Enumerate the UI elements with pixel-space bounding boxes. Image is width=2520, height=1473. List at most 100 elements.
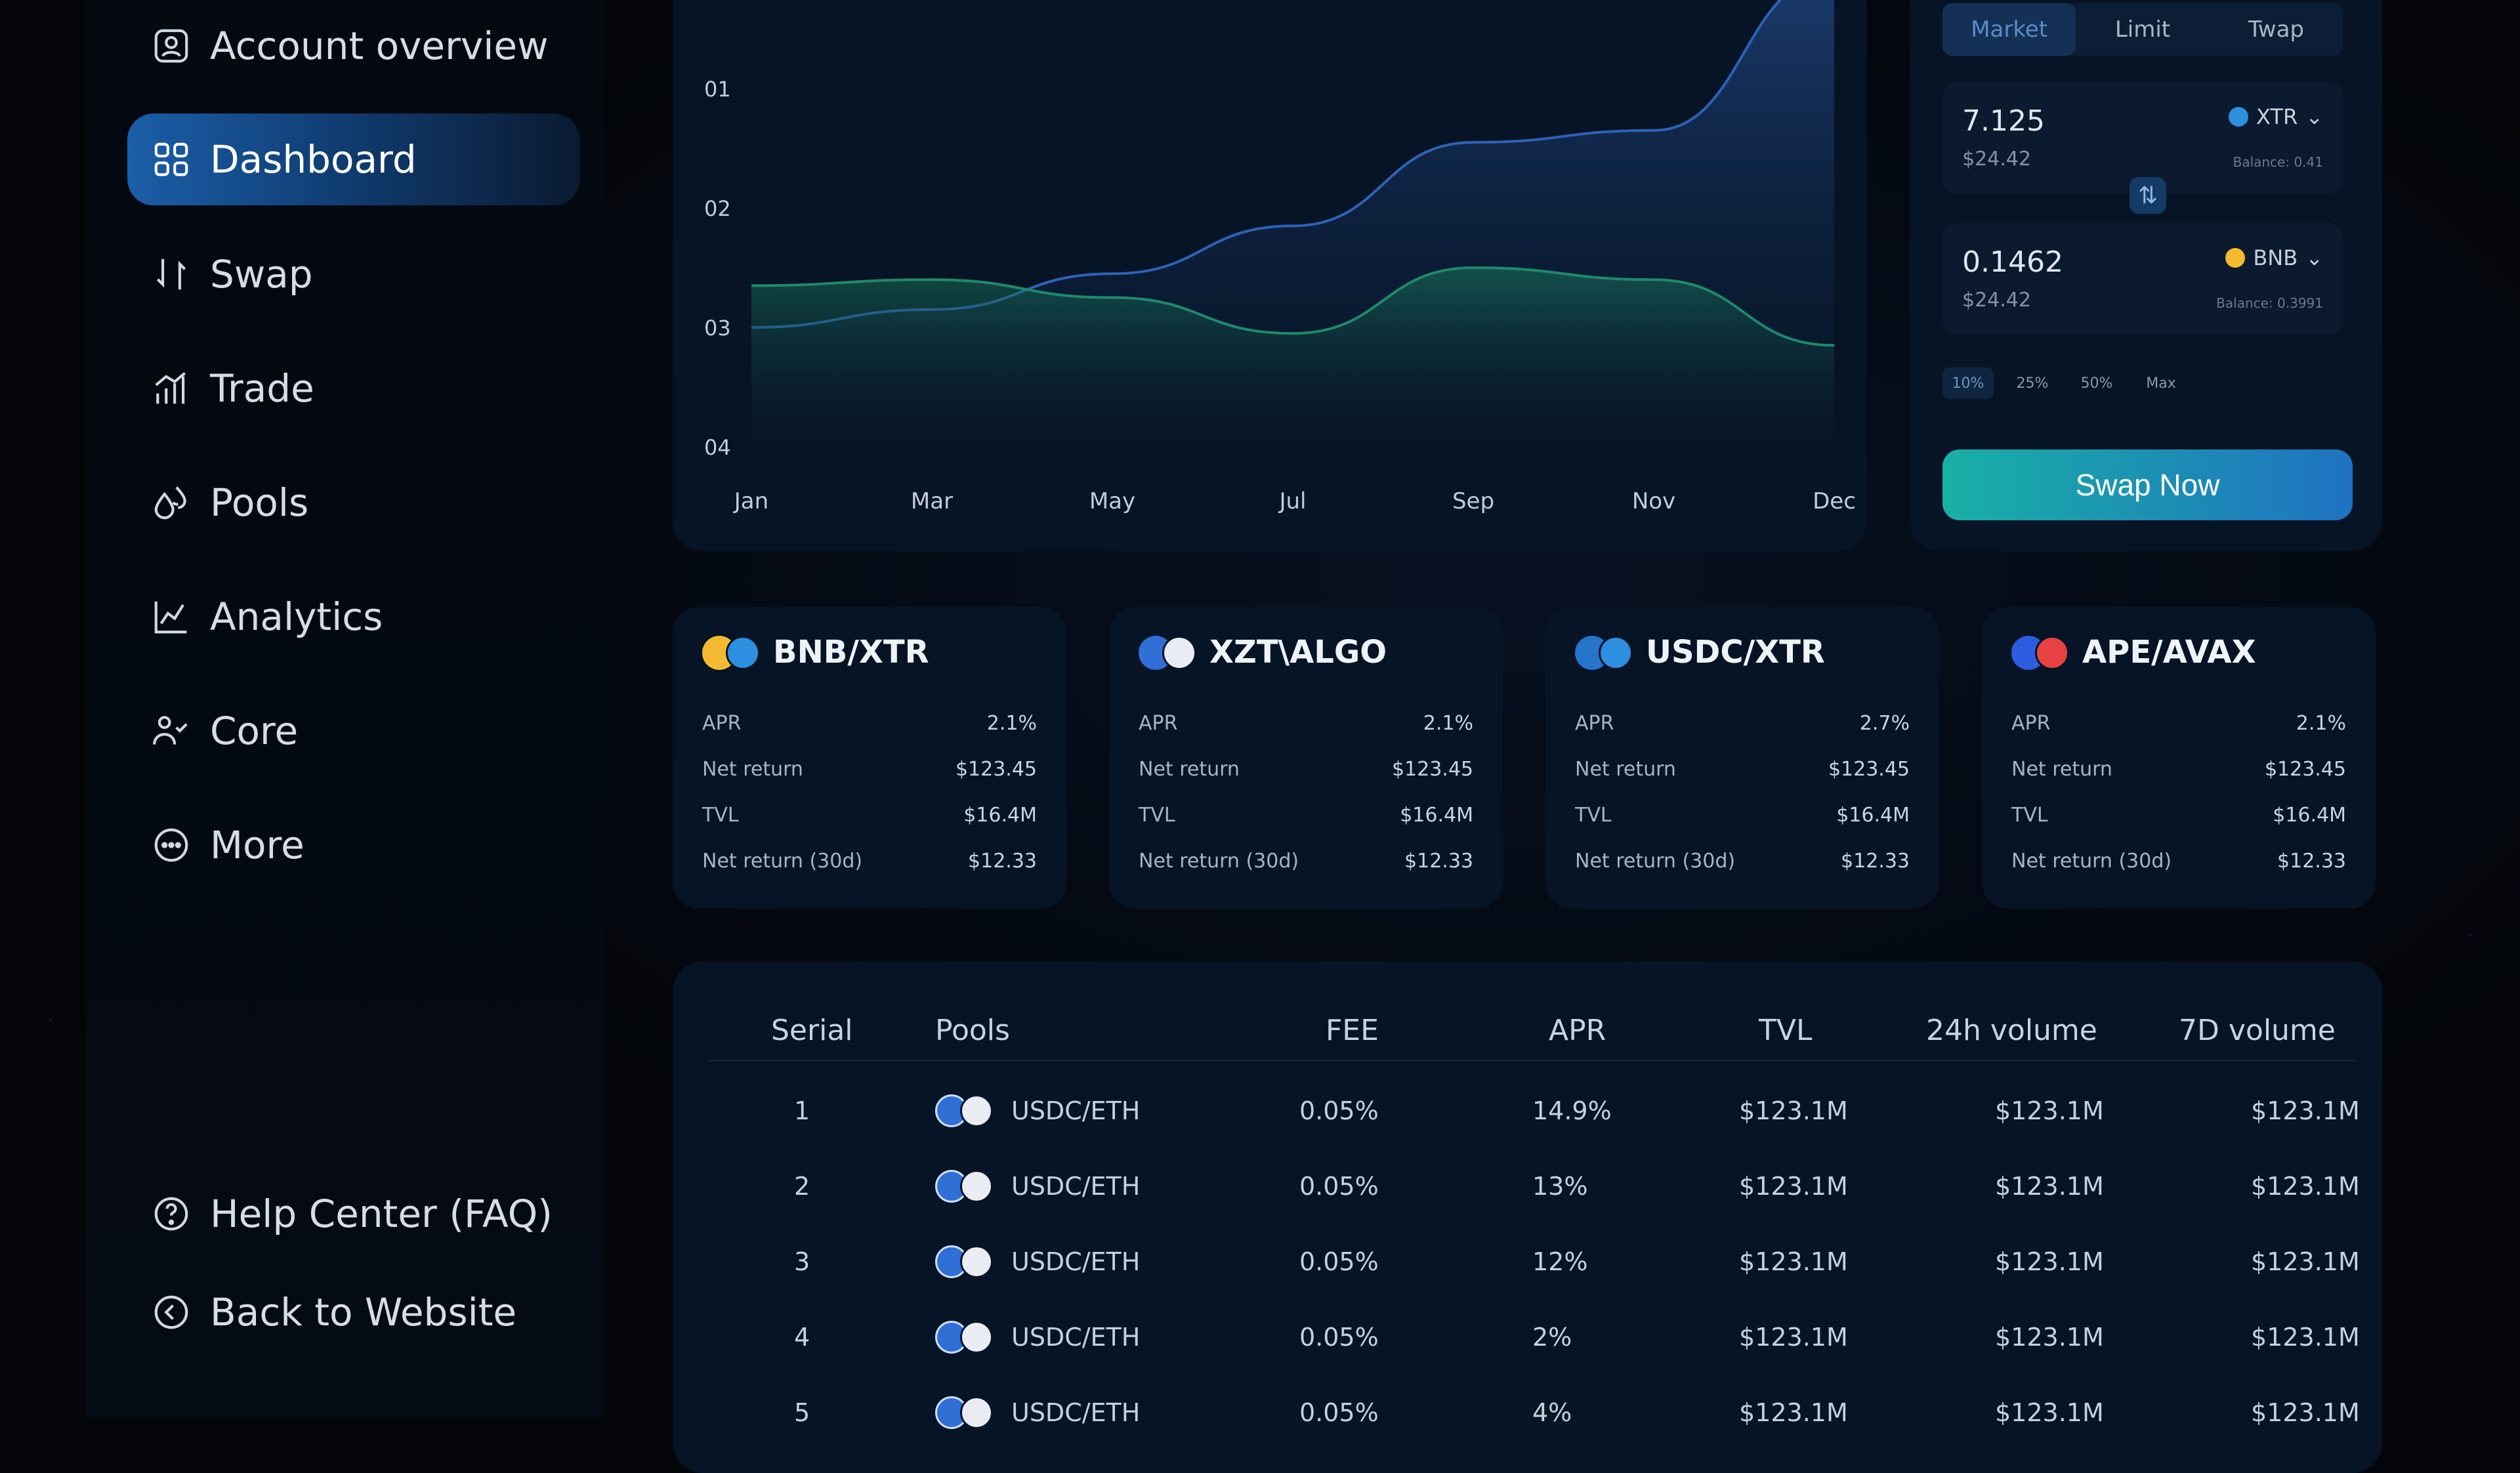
token-pair-icon (702, 632, 763, 673)
header-apr[interactable]: APR (1549, 1013, 1606, 1047)
cell-serial: 2 (794, 1171, 810, 1201)
pool-card[interactable]: USDC/XTR APR 2.7% Net return $123.45 TVL… (1545, 607, 1939, 909)
cell-24h-volume: $123.1M (1995, 1322, 2104, 1352)
from-amount-input[interactable]: 7.125 (1962, 104, 2045, 138)
sidebar-item-core[interactable]: Core (151, 685, 604, 777)
token-pair-icon (2011, 632, 2072, 673)
pool-stat-row: TVL $16.4M (702, 804, 1037, 827)
grid-icon (154, 142, 188, 176)
header-pools[interactable]: Pools (935, 1013, 1010, 1047)
percent-50-button[interactable]: 50% (2080, 375, 2113, 392)
table-row[interactable]: 1 USDC/ETH 0.05% 14.9% $123.1M $123.1M $… (709, 1073, 2360, 1148)
cell-pool: USDC/ETH (935, 1224, 1140, 1299)
table-row[interactable]: 5 USDC/ETH 0.05% 4% $123.1M $123.1M $123… (709, 1375, 2360, 1450)
cell-fee: 0.05% (1299, 1398, 1379, 1427)
cell-pool: USDC/ETH (935, 1073, 1140, 1148)
pool-stat-label: TVL (1575, 804, 1612, 827)
sidebar-item-pools[interactable]: Pools (151, 457, 604, 549)
pool-stat-value: $16.4M (1836, 804, 1910, 827)
percent-max-button[interactable]: Max (2146, 375, 2176, 392)
pool-card[interactable]: APE/AVAX APR 2.1% Net return $123.45 TVL… (1982, 607, 2376, 909)
header-serial[interactable]: Serial (771, 1013, 853, 1047)
table-row[interactable]: 4 USDC/ETH 0.05% 2% $123.1M $123.1M $123… (709, 1299, 2360, 1375)
usdc-eth-pair-icon (935, 1319, 1001, 1356)
pool-stat-row: APR 2.1% (702, 712, 1037, 735)
percent-10-button[interactable]: 10% (1942, 367, 1994, 399)
pool-stat-value: $123.45 (1828, 758, 1910, 781)
tab-market[interactable]: Market (1942, 3, 2076, 56)
pool-stat-label: Net return (702, 758, 803, 781)
from-balance: Balance: 0.41 (2233, 154, 2323, 170)
cell-serial: 5 (794, 1398, 810, 1427)
pool-pair-name: APE/AVAX (2082, 634, 2256, 671)
cell-24h-volume: $123.1M (1995, 1247, 2104, 1276)
sidebar-item-trade[interactable]: Trade (151, 342, 604, 434)
swap-now-button[interactable]: Swap Now (1942, 449, 2353, 520)
table-row[interactable]: 2 USDC/ETH 0.05% 13% $123.1M $123.1M $12… (709, 1148, 2360, 1224)
sidebar-item-back-to-website[interactable]: Back to Website (151, 1266, 604, 1358)
token-pair-icon (1139, 632, 1199, 673)
cell-tvl: $123.1M (1739, 1096, 1848, 1125)
pool-stat-value: 2.7% (1859, 712, 1910, 735)
pool-stat-label: TVL (1139, 804, 1175, 827)
pool-stat-value: 2.1% (2296, 712, 2346, 735)
pool-stat-row: Net return $123.45 (702, 758, 1037, 781)
cell-pool: USDC/ETH (935, 1299, 1140, 1375)
pool-stat-row: Net return $123.45 (1139, 758, 1473, 781)
pool-stat-value: $123.45 (2264, 758, 2346, 781)
to-token-select[interactable]: BNB ⌄ (2225, 245, 2323, 270)
pool-stat-value: $12.33 (1841, 850, 1910, 873)
sidebar-item-account-overview[interactable]: Account overview (151, 0, 604, 92)
table-row[interactable]: 3 USDC/ETH 0.05% 12% $123.1M $123.1M $12… (709, 1224, 2360, 1299)
pools-table: Serial Pools FEE APR TVL 24h volume 7D v… (673, 961, 2382, 1473)
to-amount-input[interactable]: 0.1462 (1962, 245, 2063, 279)
droplets-icon (154, 486, 186, 520)
pool-stat-label: APR (702, 712, 742, 735)
pool-stat-row: Net return $123.45 (1575, 758, 1910, 781)
pool-stat-label: APR (2011, 712, 2051, 735)
line-chart-icon (154, 601, 187, 634)
pool-card[interactable]: XZT\ALGO APR 2.1% Net return $123.45 TVL… (1109, 607, 1503, 909)
pool-stat-value: $16.4M (1400, 804, 1473, 827)
sidebar-item-label: Help Center (FAQ) (210, 1192, 553, 1236)
header-fee[interactable]: FEE (1326, 1013, 1379, 1047)
swap-direction-button[interactable]: ⇅ (2130, 177, 2166, 214)
pool-card-title: XZT\ALGO (1139, 632, 1387, 673)
x-tick-label: Jul (1278, 488, 1306, 514)
cell-pool: USDC/ETH (935, 1148, 1140, 1224)
chevron-down-icon: ⌄ (2305, 245, 2323, 270)
pool-stat-label: Net return (30d) (1575, 850, 1736, 873)
pool-stat-row: APR 2.1% (2011, 712, 2346, 735)
header-24h-volume[interactable]: 24h volume (1926, 1013, 2097, 1047)
xtr-token-icon (2229, 107, 2249, 127)
cell-tvl: $123.1M (1739, 1171, 1848, 1201)
pool-pair-name: XZT\ALGO (1209, 634, 1387, 671)
header-tvl[interactable]: TVL (1759, 1013, 1813, 1047)
header-7d-volume[interactable]: 7D volume (2179, 1013, 2336, 1047)
pool-stat-row: Net return (30d) $12.33 (1139, 850, 1473, 873)
cell-serial: 1 (794, 1096, 810, 1125)
pool-card[interactable]: BNB/XTR APR 2.1% Net return $123.45 TVL … (673, 607, 1066, 909)
sidebar-item-dashboard[interactable]: Dashboard (127, 114, 580, 205)
pool-stat-label: Net return (1139, 758, 1240, 781)
swap-widget: Market Limit Twap 7.125 $24.42 XTR ⌄ Bal… (1910, 0, 2382, 551)
sidebar-item-label: Swap (210, 252, 313, 297)
sidebar-item-more[interactable]: More (151, 799, 604, 891)
bnb-token-icon (2225, 248, 2246, 268)
sidebar-item-swap[interactable]: Swap (151, 228, 604, 320)
sidebar-item-analytics[interactable]: Analytics (151, 571, 604, 663)
cell-24h-volume: $123.1M (1995, 1096, 2104, 1125)
pool-stat-value: $12.33 (2277, 850, 2346, 873)
pool-stat-row: TVL $16.4M (1575, 804, 1910, 827)
sidebar-item-help-center[interactable]: Help Center (FAQ) (151, 1168, 604, 1260)
cell-pool-name: USDC/ETH (1011, 1096, 1141, 1125)
from-usd-value: $24.42 (1962, 148, 2031, 171)
cell-pool-name: USDC/ETH (1011, 1398, 1141, 1427)
cell-apr: 13% (1532, 1171, 1588, 1201)
tab-limit[interactable]: Limit (2114, 16, 2171, 43)
from-token-select[interactable]: XTR ⌄ (2229, 104, 2323, 129)
help-circle-icon (154, 1197, 188, 1231)
percent-25-button[interactable]: 25% (2016, 375, 2049, 392)
order-type-tabs: Market Limit Twap (1942, 3, 2343, 56)
tab-twap[interactable]: Twap (2248, 16, 2304, 43)
